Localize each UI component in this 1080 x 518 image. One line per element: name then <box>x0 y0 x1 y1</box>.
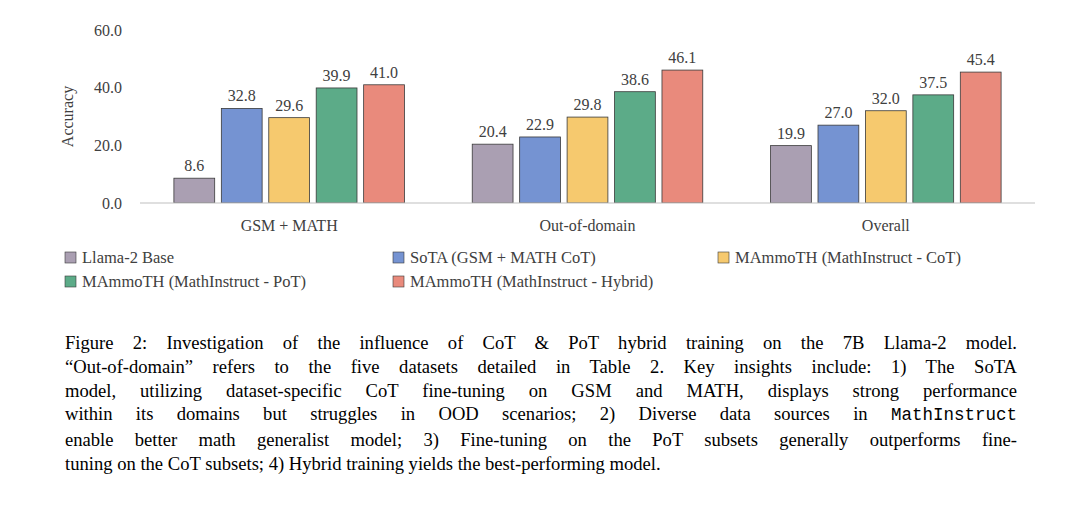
caption-line: Figure 2: Investigation of the influence… <box>65 331 1017 355</box>
caption-line: tuning on the CoT subsets; 4) Hybrid tra… <box>65 452 1017 476</box>
y-ticks: 0.0 20.0 40.0 60.0 <box>94 22 122 212</box>
bar <box>818 125 859 203</box>
bar <box>472 144 513 203</box>
caption-text: “Out-of-domain” refers to the five datas… <box>65 356 1017 377</box>
bar <box>174 178 215 203</box>
bar <box>221 108 262 203</box>
legend-label: MAmmoTH (MathInstruct - Hybrid) <box>410 272 653 291</box>
caption-text: model, utilizing dataset-specific CoT fi… <box>65 380 1017 401</box>
legend-swatch <box>65 252 76 263</box>
bar <box>960 72 1001 203</box>
caption-line: within its domains but struggles in OOD … <box>65 402 1017 428</box>
caption-text: Figure 2: Investigation of the influence… <box>65 332 1017 353</box>
x-tick-labels: GSM + MATH Out-of-domain Overall <box>241 217 911 234</box>
caption-line: “Out-of-domain” refers to the five datas… <box>65 355 1017 379</box>
data-label: 19.9 <box>777 125 805 142</box>
y-axis-label: Accuracy <box>59 86 77 147</box>
legend-label: MAmmoTH (MathInstruct - PoT) <box>82 272 306 291</box>
x-axis-line <box>140 203 1035 204</box>
caption-line: enable better math generalist model; 3) … <box>65 428 1017 452</box>
data-label: 27.0 <box>824 104 852 121</box>
data-label: 32.0 <box>872 90 900 107</box>
bar <box>913 95 954 203</box>
bar <box>865 111 906 203</box>
data-label: 45.4 <box>967 51 995 68</box>
chart: 0.0 20.0 40.0 60.0 Accuracy 8.6 20.4 19.9 32.8 22… <box>0 0 1080 310</box>
data-label: 32.8 <box>228 87 256 104</box>
data-label: 20.4 <box>479 123 507 140</box>
data-label: 29.8 <box>574 96 602 113</box>
y-tick-label: 20.0 <box>94 137 122 154</box>
data-label: 29.6 <box>275 97 303 114</box>
data-label: 8.6 <box>184 157 204 174</box>
y-tick-label: 60.0 <box>94 22 122 39</box>
bar <box>364 85 405 203</box>
y-tick-label: 40.0 <box>94 79 122 96</box>
data-label: 41.0 <box>370 64 398 81</box>
legend-swatch <box>393 252 404 263</box>
legend-label: MAmmoTH (MathInstruct - CoT) <box>735 248 961 267</box>
bar <box>615 92 656 203</box>
bar <box>771 146 812 203</box>
bar <box>520 137 561 203</box>
page: {"chart_data": {"type": "bar", "categori… <box>0 0 1080 518</box>
caption-text: MathInstruct <box>891 405 1017 425</box>
legend-swatch <box>65 276 76 287</box>
data-label: 38.6 <box>621 71 649 88</box>
data-label: 22.9 <box>526 116 554 133</box>
bar <box>567 117 608 203</box>
data-label: 46.1 <box>668 49 696 66</box>
bar <box>316 88 357 203</box>
legend-swatch <box>718 252 729 263</box>
bars <box>174 70 1001 203</box>
legend-label: Llama-2 Base <box>82 248 174 267</box>
x-tick-label: Overall <box>862 217 911 234</box>
data-label: 39.9 <box>323 67 351 84</box>
bar <box>269 118 310 203</box>
data-label: 37.5 <box>919 74 947 91</box>
legend: Llama-2 Base SoTA (GSM + MATH CoT) MAmmoTH… <box>65 248 961 291</box>
legend-swatch <box>393 276 404 287</box>
caption-text: within its domains but struggles in OOD … <box>65 403 891 424</box>
legend-label: SoTA (GSM + MATH CoT) <box>410 248 596 267</box>
caption-text: enable better math generalist model; 3) … <box>65 429 1017 450</box>
y-tick-label: 0.0 <box>102 195 122 212</box>
bar <box>662 70 703 203</box>
caption-line: model, utilizing dataset-specific CoT fi… <box>65 379 1017 403</box>
x-tick-label: Out-of-domain <box>540 217 636 234</box>
caption-text: tuning on the CoT subsets; 4) Hybrid tra… <box>65 453 661 474</box>
x-tick-label: GSM + MATH <box>241 217 338 234</box>
caption: Figure 2: Investigation of the influence… <box>65 331 1017 476</box>
